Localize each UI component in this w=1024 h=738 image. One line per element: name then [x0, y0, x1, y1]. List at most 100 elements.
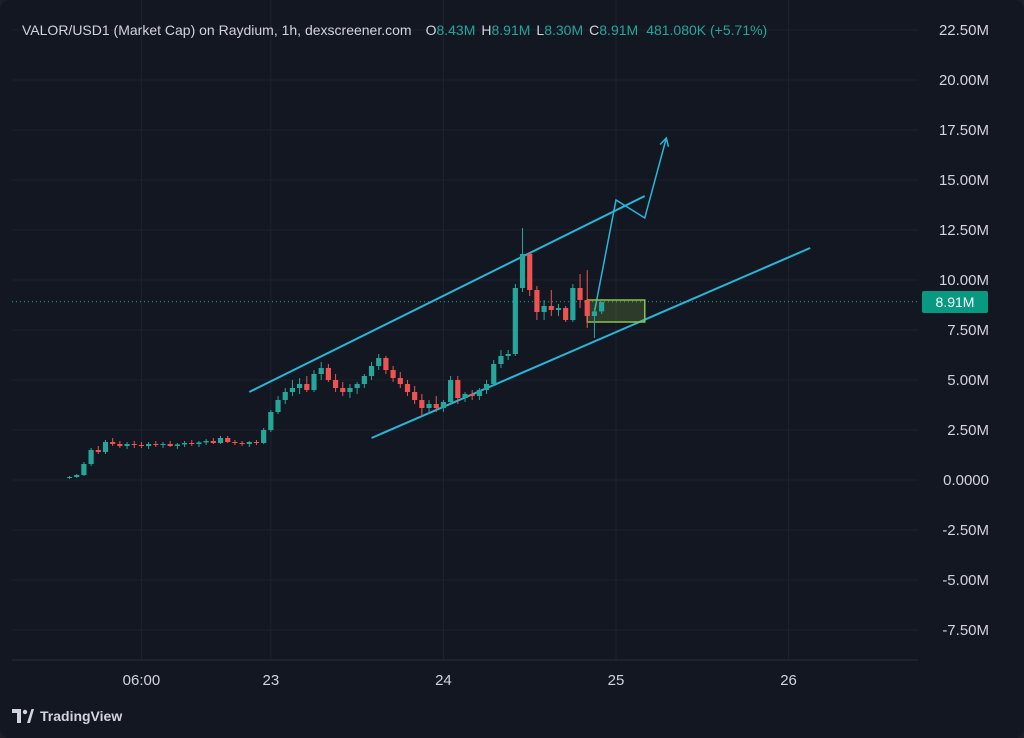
candle-body [239, 443, 245, 444]
candle-body [282, 392, 288, 400]
candle-body [232, 442, 238, 443]
candle-body [599, 301, 605, 312]
y-tick-label: 10.00M [939, 272, 989, 289]
candle-body [268, 412, 274, 430]
candle-body [246, 442, 252, 444]
x-tick-label: 25 [608, 672, 625, 689]
candle-body [325, 368, 331, 380]
candle-body [455, 380, 461, 398]
candle-body [124, 444, 130, 446]
y-tick-label: 20.00M [939, 72, 989, 89]
tradingview-logo[interactable]: TradingView [12, 708, 122, 724]
candle-body [311, 374, 317, 390]
close-label: C [589, 22, 600, 38]
candle-body [253, 442, 260, 443]
candle-body [476, 390, 482, 396]
y-tick-label: 0.0000 [943, 472, 989, 489]
candle-body [102, 442, 109, 452]
open-label: O [425, 22, 437, 38]
candle-body [81, 464, 87, 475]
candle-body [146, 444, 152, 446]
candle-body [534, 290, 540, 312]
candle-body [66, 477, 73, 478]
candle-body [404, 384, 411, 392]
candle-body [519, 254, 526, 288]
candle-body [548, 306, 554, 310]
candle-body [131, 444, 137, 445]
candle-body [591, 311, 598, 316]
x-tick-label: 24 [435, 672, 452, 689]
high-value: 8.91M [491, 22, 531, 38]
candle-body [153, 444, 159, 445]
x-tick-label: 06:00 [123, 672, 161, 689]
candle-body [563, 308, 569, 320]
candle-body [203, 441, 209, 443]
y-tick-label: 22.50M [939, 22, 989, 39]
y-tick-label: -2.50M [942, 522, 989, 539]
candle-body [340, 388, 346, 392]
candle-body [412, 392, 418, 400]
arrow-head [659, 136, 670, 147]
candle-body [483, 384, 490, 390]
candle-body [318, 368, 324, 374]
candle-body [189, 443, 195, 444]
highlight-box [586, 299, 646, 323]
y-tick-label: 7.50M [947, 322, 989, 339]
candle-body [448, 380, 454, 402]
candle-body [440, 402, 447, 408]
y-tick-label: 5.00M [947, 372, 989, 389]
candle-body [469, 394, 475, 396]
y-tick-label: 2.50M [947, 422, 989, 439]
y-axis: 22.50M 20.00M 17.50M 15.00M 12.50M 10.00M 7.50… [939, 22, 989, 639]
symbol-title[interactable]: VALOR/USD1 (Market Cap) on Raydium, 1h, … [22, 22, 412, 38]
candle-body [88, 450, 94, 464]
candle-body [297, 384, 303, 388]
candle-body [376, 358, 382, 366]
projection-path [593, 137, 668, 313]
candle-body [462, 394, 468, 398]
candle-body [390, 370, 396, 378]
y-tick-label: 17.50M [939, 122, 989, 139]
candle-body [491, 364, 497, 384]
candle-body [332, 380, 339, 388]
candle-body [95, 450, 101, 452]
y-tick-label: -5.00M [942, 572, 989, 589]
candle-body [555, 308, 562, 310]
candle-body [527, 254, 533, 290]
candle-body [261, 430, 267, 443]
candle-body [225, 438, 231, 442]
x-tick-label: 26 [780, 672, 797, 689]
candle-body [512, 288, 518, 354]
x-axis: 06:00 23 24 25 26 [123, 672, 797, 689]
candle-body [419, 400, 425, 408]
candle-body [289, 388, 296, 392]
low-value: 8.30M [544, 22, 584, 38]
candle-body [368, 366, 375, 376]
candle-body [167, 444, 173, 446]
candle-body [505, 354, 511, 356]
candle-body [217, 438, 224, 443]
candle-body [160, 444, 166, 445]
candle-body [174, 444, 180, 446]
close-value: 8.91M [599, 22, 639, 38]
candle-body [577, 288, 583, 300]
candle-body [181, 443, 188, 445]
y-tick-label: -7.50M [942, 622, 989, 639]
tradingview-icon [12, 709, 34, 723]
candle-body [74, 475, 80, 477]
chart-legend: VALOR/USD1 (Market Cap) on Raydium, 1h, … [22, 21, 767, 39]
candle-body [138, 445, 145, 446]
grid [12, 0, 918, 661]
open-value: 8.43M [436, 22, 476, 38]
candle-body [354, 384, 360, 388]
candle-body [397, 378, 403, 384]
candle-body [361, 376, 367, 384]
x-tick-label: 23 [263, 672, 280, 689]
y-tick-label: 15.00M [939, 172, 989, 189]
candle-body [110, 442, 116, 444]
candle-body [347, 388, 353, 392]
candle-body [541, 306, 547, 312]
candle-body [584, 300, 590, 316]
